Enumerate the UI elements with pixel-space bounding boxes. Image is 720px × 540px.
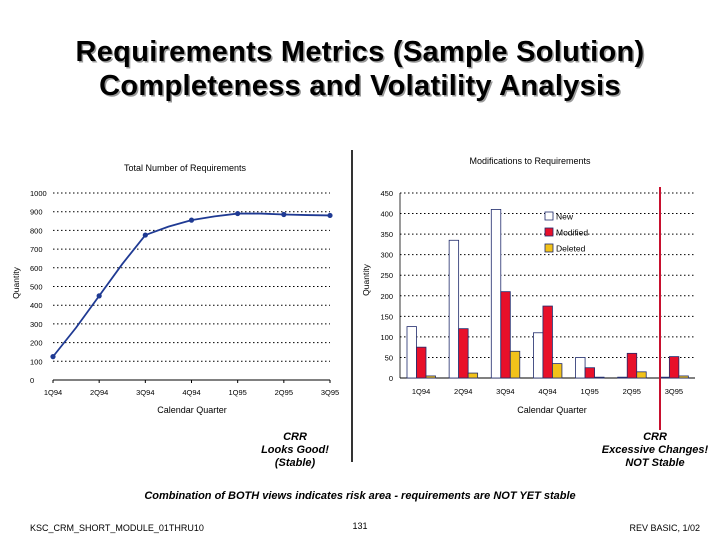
legend-label-deleted: Deleted — [556, 244, 586, 254]
right-x-tick-label: 1Q94 — [412, 387, 430, 396]
legend-swatch-deleted — [544, 243, 554, 253]
right-x-tick-label: 1Q95 — [580, 387, 598, 396]
right-y-tick-label: 450 — [380, 189, 393, 198]
bar-new — [659, 376, 670, 379]
left-y-tick-label: 1000 — [30, 189, 47, 198]
left-y-tick-label: 400 — [30, 301, 43, 310]
right-x-tick-label: 2Q94 — [454, 387, 472, 396]
bar-deleted — [552, 363, 563, 379]
slide-title-line2: Completeness and Volatility Analysis — [99, 70, 621, 102]
left-x-tick-label: 3Q95 — [321, 388, 339, 397]
bar-new — [490, 209, 502, 379]
right-y-tick-label: 350 — [380, 230, 393, 239]
right-y-tick-label: 50 — [385, 353, 393, 362]
right-y-tick-label: 100 — [380, 333, 393, 342]
legend-label-modified: Modified — [556, 228, 588, 238]
total-requirements-point — [142, 232, 148, 238]
total-requirements-point — [188, 217, 195, 223]
left-y-tick-label: 700 — [30, 245, 43, 254]
left-x-tick-label: 4Q94 — [182, 388, 200, 397]
footer-right: REV BASIC, 1/02 — [629, 523, 700, 533]
bar-new — [617, 376, 628, 379]
right-y-tick-label: 300 — [380, 251, 393, 260]
bar-modified — [416, 346, 427, 379]
left-y-tick-label: 500 — [30, 283, 43, 292]
left-note-line2: Looks Good! — [261, 444, 329, 456]
bar-new — [533, 332, 544, 379]
right-y-tick-label: 200 — [380, 292, 393, 301]
left-x-tick-label: 2Q94 — [90, 388, 108, 397]
total-requirements-point — [281, 211, 287, 218]
left-y-tick-label: 300 — [30, 320, 43, 329]
total-requirements-line — [52, 212, 331, 358]
left-y-tick-label: 100 — [30, 357, 43, 366]
bar-modified — [542, 305, 553, 379]
total-requirements-point — [50, 354, 56, 360]
bar-modified — [668, 356, 680, 379]
right-note: CRR Excessive Changes! NOT Stable — [580, 431, 720, 470]
bottom-note: Combination of BOTH views indicates risk… — [144, 490, 576, 502]
total-requirements-point — [235, 210, 241, 217]
right-x-axis-label: Calendar Quarter — [517, 405, 587, 415]
footer-left: KSC_CRM_SHORT_MODULE_01THRU10 — [30, 523, 204, 533]
bar-modified — [584, 367, 595, 379]
right-y-tick-label: 250 — [380, 271, 393, 280]
right-y-tick-label: 0 — [389, 374, 393, 383]
bar-deleted — [678, 375, 689, 379]
bar-deleted — [467, 372, 479, 379]
right-note-line1: CRR — [643, 431, 667, 443]
bar-modified — [500, 291, 511, 379]
right-note-line2: Excessive Changes! — [601, 444, 709, 456]
total-requirements-point — [96, 293, 102, 299]
right-y-tick-label: 400 — [380, 210, 393, 219]
left-note-line1: CRR — [283, 431, 307, 443]
right-y-tick-label: 150 — [380, 312, 393, 321]
bar-deleted — [425, 375, 436, 379]
left-y-tick-label: 900 — [30, 208, 43, 217]
legend-label-new: New — [556, 212, 574, 222]
right-x-tick-label: 2Q95 — [623, 387, 641, 396]
left-chart-title: Total Number of Requirements — [124, 163, 247, 173]
left-x-tick-label: 1Q94 — [44, 388, 62, 397]
left-x-tick-label: 1Q95 — [228, 388, 246, 397]
bar-deleted — [594, 376, 605, 379]
right-x-tick-label: 4Q94 — [538, 387, 556, 396]
bar-new — [406, 326, 417, 379]
legend-swatch-modified — [544, 227, 554, 237]
right-x-tick-label: 3Q94 — [496, 387, 514, 396]
left-y-axis-label: Quantity — [11, 266, 21, 298]
bar-deleted — [636, 371, 647, 379]
left-x-axis-label: Calendar Quarter — [157, 405, 227, 415]
bar-modified — [458, 328, 469, 379]
bar-deleted — [509, 350, 521, 379]
left-y-tick-label: 600 — [30, 264, 43, 273]
left-y-tick-label: 800 — [30, 226, 43, 235]
slide-title-line1: Requirements Metrics (Sample Solution) — [75, 36, 645, 68]
right-y-axis-label: Quantity — [361, 263, 371, 295]
left-x-tick-label: 3Q94 — [136, 388, 154, 397]
bar-new — [575, 357, 586, 379]
left-x-tick-label: 2Q95 — [275, 388, 293, 397]
bar-new — [448, 239, 460, 379]
footer-page-number: 131 — [352, 521, 368, 531]
legend-swatch-new — [544, 211, 554, 221]
total-requirements-point — [327, 212, 333, 219]
left-note-line3: (Stable) — [274, 457, 316, 469]
left-y-tick-label: 0 — [30, 376, 34, 385]
left-y-tick-label: 200 — [30, 339, 43, 348]
left-note: CRR Looks Good! (Stable) — [240, 431, 350, 470]
right-x-tick-label: 3Q95 — [665, 387, 683, 396]
right-note-line3: NOT Stable — [625, 457, 685, 469]
right-chart-title: Modifications to Requirements — [469, 156, 591, 166]
bar-modified — [626, 352, 638, 379]
